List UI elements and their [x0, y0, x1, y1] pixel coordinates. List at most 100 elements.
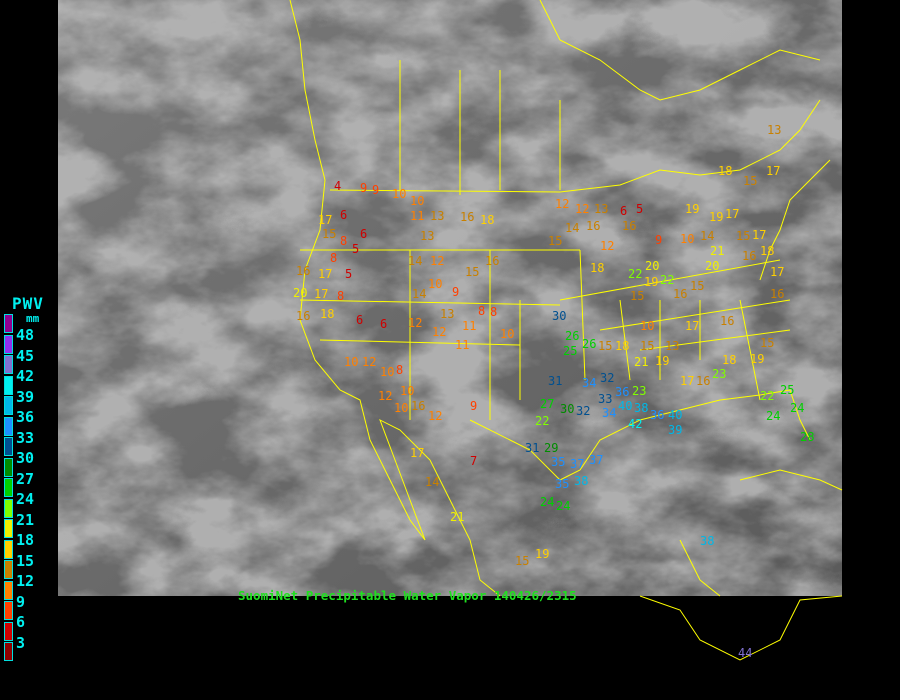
color-swatch	[4, 478, 13, 497]
station-value: 10	[392, 187, 406, 201]
station-value: 40	[618, 399, 632, 413]
color-swatch	[4, 375, 13, 395]
station-value: 17	[410, 446, 424, 460]
station-value: 10	[344, 355, 358, 369]
station-value: 18	[760, 244, 774, 258]
station-value: 40	[668, 408, 682, 422]
station-value: 24	[556, 499, 570, 513]
station-value: 16	[673, 287, 687, 301]
station-value: 23	[712, 367, 726, 381]
station-value: 18	[320, 307, 334, 321]
station-value: 5	[636, 202, 643, 216]
station-value: 11	[410, 209, 424, 223]
station-value: 7	[470, 454, 477, 468]
station-value: 6	[356, 313, 363, 327]
color-swatch	[4, 601, 13, 620]
station-value: 38	[634, 401, 648, 415]
station-value: 6	[360, 227, 367, 241]
station-value: 4	[334, 179, 341, 193]
station-value: 12	[430, 254, 444, 268]
legend-tick: 6	[16, 613, 26, 631]
color-swatch	[4, 416, 13, 436]
color-swatch	[4, 560, 13, 579]
legend-tick: 42	[16, 367, 35, 385]
station-value: 19	[685, 202, 699, 216]
station-value: 30	[560, 402, 574, 416]
station-value: 10	[400, 384, 414, 398]
station-value: 28	[800, 430, 814, 444]
color-swatch	[4, 334, 13, 354]
station-value: 26	[582, 337, 596, 351]
station-value: 16	[622, 219, 636, 233]
station-value: 15	[465, 265, 479, 279]
station-value: 9	[360, 181, 367, 195]
station-value: 9	[470, 399, 477, 413]
legend-tick: 15	[16, 551, 35, 570]
legend-tick: 48	[16, 326, 35, 344]
color-swatch	[4, 498, 13, 518]
station-value: 17	[685, 319, 699, 333]
station-value: 10	[640, 319, 654, 333]
station-value: 16	[770, 287, 784, 301]
station-value: 12	[378, 389, 392, 403]
station-value: 8	[396, 363, 403, 377]
station-value: 34	[582, 376, 596, 390]
legend-title: PWV	[12, 294, 44, 313]
station-value: 22	[660, 273, 674, 287]
station-value: 8	[330, 251, 337, 265]
legend-tick: 27	[16, 469, 35, 488]
station-value: 24	[766, 409, 780, 423]
station-value: 17	[318, 267, 332, 281]
station-value: 12	[428, 409, 442, 423]
station-value: 8	[337, 289, 344, 303]
station-value: 15	[598, 339, 612, 353]
station-value: 6	[340, 208, 347, 222]
station-value: 35	[555, 477, 569, 491]
station-value: 12	[555, 197, 569, 211]
legend-tick: 3	[16, 633, 26, 652]
station-value: 25	[780, 383, 794, 397]
color-swatch	[4, 457, 13, 477]
station-value: 15	[630, 289, 644, 303]
station-value: 15	[548, 234, 562, 248]
station-value: 16	[296, 309, 310, 323]
color-swatch	[4, 580, 13, 600]
station-value: 13	[767, 123, 781, 137]
station-value: 9	[655, 233, 662, 247]
station-value: 20	[645, 259, 659, 273]
station-value: 14	[565, 221, 579, 235]
color-swatch	[4, 314, 13, 333]
legend-tick: 24	[16, 490, 35, 508]
station-value: 19	[750, 352, 764, 366]
station-value: 20	[293, 286, 307, 300]
station-value: 19	[644, 275, 658, 289]
station-value: 24	[790, 401, 804, 415]
station-value: 22	[535, 414, 549, 428]
station-value: 19	[655, 354, 669, 368]
station-value: 10	[410, 194, 424, 208]
map-borders	[289, 0, 843, 661]
station-value: 32	[576, 404, 590, 418]
station-value: 10	[680, 232, 694, 246]
station-value: 32	[600, 371, 614, 385]
station-value: 16	[411, 399, 425, 413]
station-value: 30	[552, 309, 566, 323]
station-value: 10	[428, 277, 442, 291]
station-value: 17	[680, 374, 694, 388]
legend-tick: 33	[16, 428, 35, 447]
legend-tick: 36	[16, 408, 35, 426]
station-value: 15	[760, 336, 774, 350]
legend-tick: 45	[16, 346, 35, 365]
station-value: 11	[455, 338, 469, 352]
station-value: 18	[590, 261, 604, 275]
station-value: 34	[602, 406, 616, 420]
color-swatch	[4, 437, 13, 456]
satellite-imagery	[58, 0, 842, 596]
station-value: 39	[668, 423, 682, 437]
station-value: 14	[408, 254, 422, 268]
station-value: 13	[594, 202, 608, 216]
station-value: 15	[515, 554, 529, 568]
station-value: 16	[460, 210, 474, 224]
station-value: 37	[589, 453, 603, 467]
